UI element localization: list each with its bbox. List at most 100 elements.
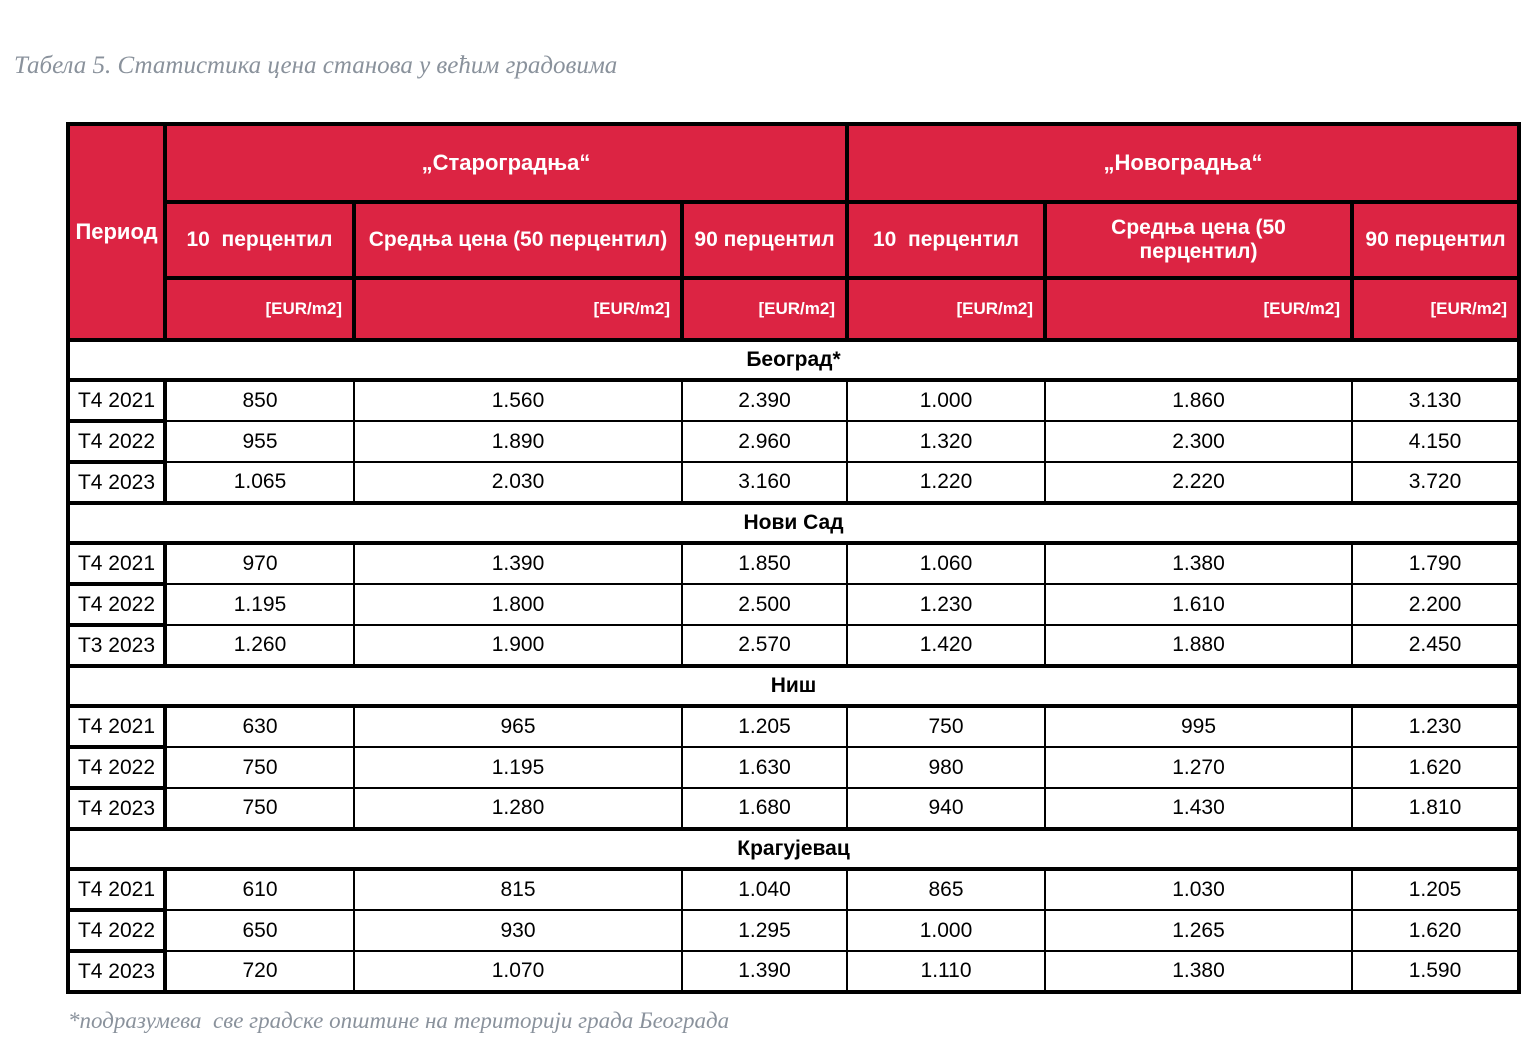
value-cell: 995 — [1044, 705, 1354, 748]
value-cell: 720 — [164, 950, 355, 993]
value-cell: 1.810 — [1351, 787, 1521, 830]
period-column-header: Период — [66, 122, 167, 342]
value-cell: 1.900 — [353, 624, 683, 667]
value-cell: 3.160 — [680, 461, 849, 504]
subheader-old-median-price: Средња цена (50 перцентил) — [352, 200, 684, 280]
value-cell: 1.000 — [846, 379, 1047, 422]
subheader-old-10th-percentile: 10 перцентил — [163, 200, 356, 280]
value-cell: 2.570 — [680, 624, 849, 667]
table-row: Т4 2021 610 815 1.040 865 1.030 1.205 — [66, 867, 1521, 912]
period-cell: Т4 2022 — [66, 745, 167, 790]
city-band-row: Крагујевац — [65, 827, 1522, 871]
group-header-novogradnja: „Новоградња“ — [845, 122, 1522, 204]
value-cell: 1.040 — [680, 868, 849, 911]
unit-label: [EUR/m2] — [1043, 276, 1355, 342]
table-row: Т4 2021 970 1.390 1.850 1.060 1.380 1.790 — [66, 541, 1521, 586]
value-cell: 1.620 — [1351, 746, 1521, 789]
unit-label: [EUR/m2] — [1350, 276, 1522, 342]
value-cell: 1.065 — [164, 461, 355, 504]
value-cell: 1.030 — [1044, 868, 1354, 911]
subheader-new-10th-percentile: 10 перцентил — [845, 200, 1048, 280]
value-cell: 1.420 — [846, 624, 1047, 667]
period-cell: Т4 2021 — [66, 704, 167, 749]
period-cell: Т4 2022 — [66, 908, 167, 953]
value-cell: 650 — [164, 909, 355, 952]
value-cell: 750 — [164, 787, 355, 830]
value-cell: 630 — [164, 705, 355, 748]
table-row: Т4 2021 850 1.560 2.390 1.000 1.860 3.130 — [66, 378, 1521, 423]
value-cell: 4.150 — [1351, 420, 1521, 463]
period-cell: Т4 2023 — [66, 949, 167, 994]
unit-header-row: [EUR/m2] [EUR/m2] [EUR/m2] [EUR/m2] [EUR… — [68, 276, 1522, 342]
value-cell: 1.195 — [353, 746, 683, 789]
table-row: Т4 2022 650 930 1.295 1.000 1.265 1.620 — [66, 908, 1521, 953]
value-cell: 2.030 — [353, 461, 683, 504]
value-cell: 2.300 — [1044, 420, 1354, 463]
table-row: Т4 2023 1.065 2.030 3.160 1.220 2.220 3.720 — [66, 460, 1521, 505]
period-cell: Т4 2023 — [66, 460, 167, 505]
value-cell: 1.070 — [353, 950, 683, 993]
period-cell: Т4 2021 — [66, 867, 167, 912]
value-cell: 1.295 — [680, 909, 849, 952]
value-cell: 1.265 — [1044, 909, 1354, 952]
value-cell: 3.720 — [1351, 461, 1521, 504]
value-cell: 610 — [164, 868, 355, 911]
table-caption: Табела 5. Статистика цена станова у већи… — [14, 52, 618, 79]
period-cell: Т3 2023 — [66, 623, 167, 668]
group-header-row: Период „Староградња“ „Новоградња“ — [66, 122, 1522, 342]
price-statistics-table: Период „Староградња“ „Новоградња“ 10 пер… — [65, 122, 1522, 994]
sub-header-row: 10 перцентил Средња цена (50 перцентил) … — [68, 200, 1522, 280]
value-cell: 2.500 — [680, 583, 849, 626]
table-row: Т4 2022 955 1.890 2.960 1.320 2.300 4.150 — [66, 419, 1521, 464]
value-cell: 1.890 — [353, 420, 683, 463]
value-cell: 3.130 — [1351, 379, 1521, 422]
group-header-starogradnja: „Староградња“ — [162, 122, 850, 204]
value-cell: 965 — [353, 705, 683, 748]
table-row: Т3 2023 1.260 1.900 2.570 1.420 1.880 2.450 — [66, 623, 1521, 668]
value-cell: 2.220 — [1044, 461, 1354, 504]
table-row: Т4 2023 720 1.070 1.390 1.110 1.380 1.590 — [66, 949, 1521, 994]
value-cell: 930 — [353, 909, 683, 952]
value-cell: 1.590 — [1351, 950, 1521, 993]
city-band-label: Крагујевац — [65, 827, 1522, 871]
value-cell: 1.000 — [846, 909, 1047, 952]
value-cell: 1.880 — [1044, 624, 1354, 667]
value-cell: 850 — [164, 379, 355, 422]
value-cell: 2.390 — [680, 379, 849, 422]
value-cell: 1.850 — [680, 542, 849, 585]
value-cell: 1.380 — [1044, 542, 1354, 585]
footnote: *подразумева све градске општине на тери… — [68, 1008, 730, 1033]
table-row: Т4 2022 750 1.195 1.630 980 1.270 1.620 — [66, 745, 1521, 790]
value-cell: 1.195 — [164, 583, 355, 626]
value-cell: 1.260 — [164, 624, 355, 667]
unit-label: [EUR/m2] — [845, 276, 1048, 342]
value-cell: 865 — [846, 868, 1047, 911]
subheader-old-90th-percentile: 90 перцентил — [679, 200, 850, 280]
period-cell: Т4 2021 — [66, 541, 167, 586]
unit-label: [EUR/m2] — [679, 276, 850, 342]
city-band-label: Ниш — [65, 664, 1522, 708]
unit-label: [EUR/m2] — [163, 276, 356, 342]
value-cell: 1.280 — [353, 787, 683, 830]
value-cell: 1.790 — [1351, 542, 1521, 585]
city-band-row: Нови Сад — [65, 501, 1522, 545]
value-cell: 1.860 — [1044, 379, 1354, 422]
period-cell: Т4 2023 — [66, 786, 167, 831]
city-band-label: Нови Сад — [65, 501, 1522, 545]
unit-label: [EUR/m2] — [352, 276, 684, 342]
value-cell: 1.230 — [846, 583, 1047, 626]
value-cell: 815 — [353, 868, 683, 911]
value-cell: 750 — [164, 746, 355, 789]
value-cell: 1.610 — [1044, 583, 1354, 626]
value-cell: 1.220 — [846, 461, 1047, 504]
value-cell: 970 — [164, 542, 355, 585]
value-cell: 1.205 — [680, 705, 849, 748]
value-cell: 980 — [846, 746, 1047, 789]
value-cell: 1.620 — [1351, 909, 1521, 952]
table-row: Т4 2023 750 1.280 1.680 940 1.430 1.810 — [66, 786, 1521, 831]
value-cell: 955 — [164, 420, 355, 463]
value-cell: 1.800 — [353, 583, 683, 626]
value-cell: 1.060 — [846, 542, 1047, 585]
period-cell: Т4 2021 — [66, 378, 167, 423]
